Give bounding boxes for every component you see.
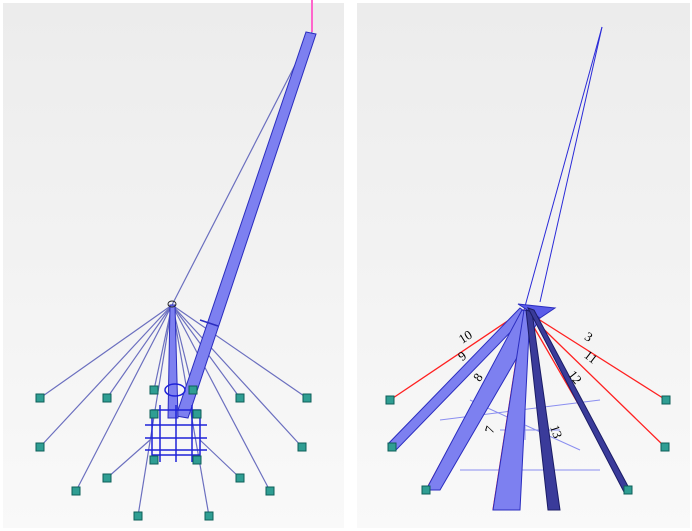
anchors: [385, 395, 671, 495]
boom-line: [523, 26, 603, 311]
strut: [199, 319, 219, 327]
cable-label: 7: [481, 424, 497, 435]
right-view: 10 9 8 7 3 11 12 13: [357, 3, 690, 528]
anchors: [35, 385, 312, 521]
left-view: [3, 0, 344, 528]
hinge: [167, 300, 177, 308]
cable-label: 13: [547, 423, 565, 440]
boom-line: [539, 26, 603, 303]
boom: [175, 31, 317, 419]
mast: [167, 304, 179, 419]
base-frame: [145, 383, 207, 462]
force-bands: [387, 307, 631, 511]
